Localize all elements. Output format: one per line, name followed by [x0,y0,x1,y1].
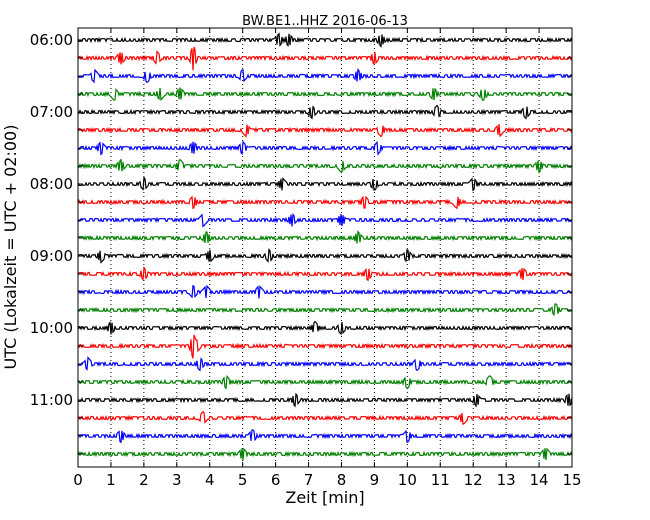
y-tick-label-0800: 08:00 [30,175,73,193]
trace-1130 [77,429,573,444]
x-tick-label-9: 9 [370,471,380,489]
trace-0830 [78,212,573,228]
y-tick-label-1100: 11:00 [30,391,73,409]
x-tick-label-12: 12 [464,471,483,489]
trace-1145 [77,447,573,461]
trace-1045 [77,374,573,390]
trace-0845 [77,230,573,244]
trace-1115 [77,410,573,425]
y-axis-ticks: 06:00 07:00 08:00 09:00 10:00 11:00 [30,31,572,455]
trace-0945 [77,303,573,317]
x-tick-label-8: 8 [337,471,347,489]
y-tick-label-1000: 10:00 [30,319,73,337]
chart-title: BW.BE1..HHZ 2016-06-13 [242,14,408,29]
x-axis-label: Zeit [min] [285,488,364,507]
trace-0615 [77,46,573,71]
trace-0645 [77,87,573,102]
trace-1015 [77,334,573,359]
x-tick-label-7: 7 [304,471,314,489]
x-tick-label-5: 5 [238,471,248,489]
x-tick-label-1: 1 [106,471,116,489]
x-tick-label-10: 10 [398,471,417,489]
y-tick-label-0700: 07:00 [30,103,73,121]
trace-0600 [77,32,573,48]
trace-0900 [77,248,573,264]
y-axis-label: UTC (Lokalzeit = UTC + 02:00) [1,125,20,370]
trace-1030 [77,356,572,372]
x-tick-label-6: 6 [271,471,281,489]
trace-0915 [77,266,573,282]
trace-1100 [77,392,573,408]
trace-0630 [77,68,572,84]
trace-0745 [78,158,573,174]
x-tick-label-15: 15 [562,471,581,489]
x-tick-label-0: 0 [73,471,83,489]
trace-0930 [77,284,573,299]
trace-1000 [77,320,573,336]
x-tick-label-14: 14 [530,471,549,489]
x-tick-label-3: 3 [172,471,182,489]
trace-0815 [77,195,573,210]
trace-0700 [78,104,573,120]
x-tick-label-2: 2 [139,471,149,489]
x-axis-ticks: 0 1 2 3 4 5 6 7 8 9 10 11 12 13 14 15 [73,28,582,489]
trace-0800 [77,176,573,192]
x-tick-label-4: 4 [205,471,215,489]
trace-0730 [77,140,573,156]
x-tick-label-13: 13 [497,471,516,489]
y-tick-label-0600: 06:00 [30,31,73,49]
y-tick-label-0900: 09:00 [30,247,73,265]
x-tick-label-11: 11 [431,471,450,489]
trace-0715 [77,124,573,138]
traces [77,32,573,461]
plot-frame [77,27,573,468]
